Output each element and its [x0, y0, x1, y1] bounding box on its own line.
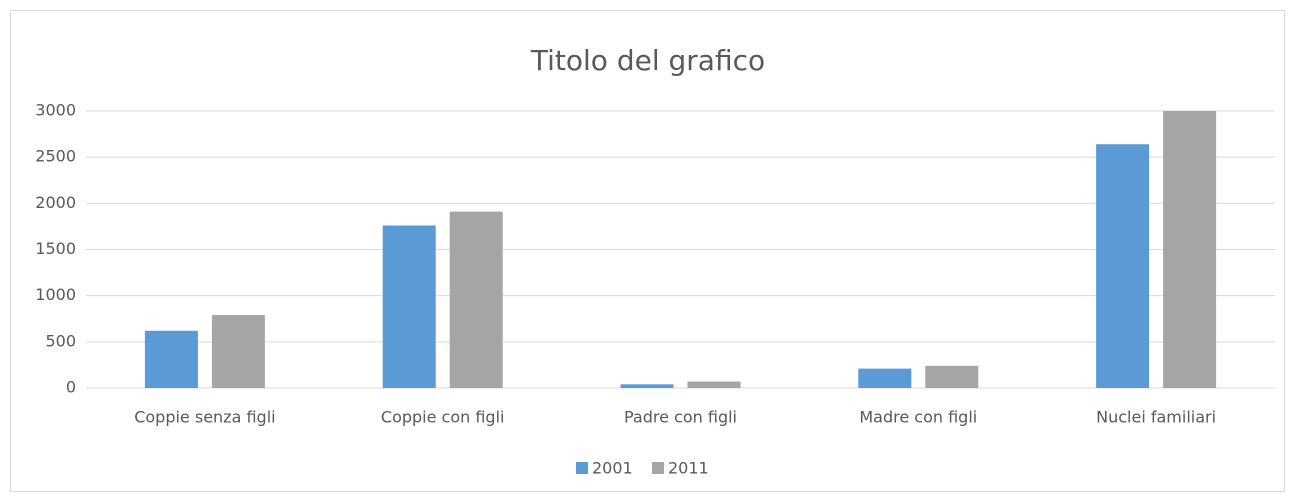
x-tick-label: Coppie senza figli	[134, 408, 275, 427]
x-tick-label: Padre con figli	[624, 408, 737, 427]
bar	[382, 225, 436, 388]
x-tick-label: Madre con figli	[859, 408, 977, 427]
legend-swatch	[652, 462, 664, 474]
bar	[620, 384, 674, 388]
bar	[211, 315, 265, 388]
y-tick-label: 2000	[35, 193, 76, 212]
bar	[925, 365, 979, 388]
y-tick-label: 3000	[35, 101, 76, 120]
y-tick-label: 500	[45, 331, 76, 350]
bar	[144, 330, 198, 388]
bar	[1163, 111, 1217, 388]
y-tick-label: 1500	[35, 239, 76, 258]
legend-label: 2001	[592, 459, 633, 478]
bar	[858, 368, 912, 388]
y-tick-label: 0	[66, 378, 76, 397]
y-tick-label: 2500	[35, 147, 76, 166]
legend-swatch	[576, 462, 588, 474]
bar	[687, 381, 741, 388]
y-tick-label: 1000	[35, 285, 76, 304]
bar	[449, 211, 503, 388]
bar	[1096, 144, 1150, 388]
chart-title: Titolo del grafico	[530, 44, 765, 77]
x-tick-label: Coppie con figli	[381, 408, 505, 427]
legend-label: 2011	[668, 459, 709, 478]
chart-border	[10, 10, 1285, 492]
x-tick-label: Nuclei familiari	[1096, 408, 1216, 427]
